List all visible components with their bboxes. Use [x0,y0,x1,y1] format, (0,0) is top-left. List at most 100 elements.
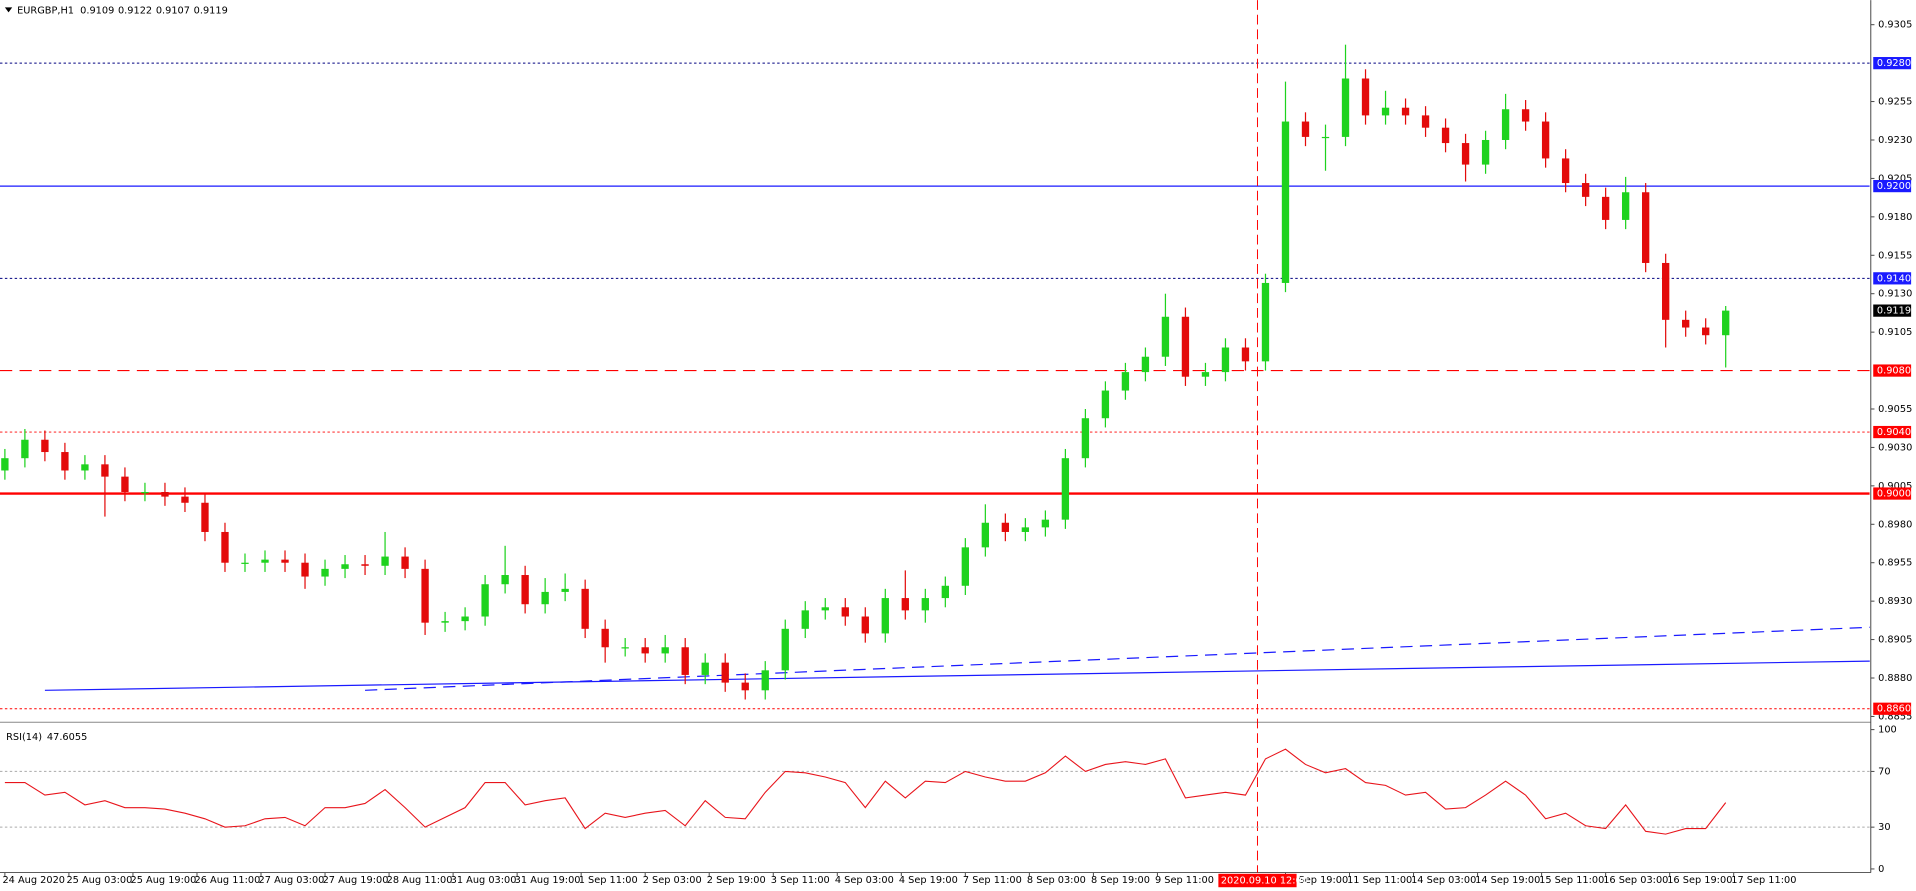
y-tick-label: 0.9155 [1878,250,1912,261]
candle-body [1,458,9,471]
candle-body [521,575,529,605]
x-tick-label: 28 Aug 11:00 [387,875,453,886]
x-tick-label: 8 Sep 03:00 [1027,875,1086,886]
x-tick-label: 17 Sep 11:00 [1731,875,1796,886]
trend-line [365,626,1870,691]
candle-body [201,502,209,532]
rsi-line [4,748,1727,835]
candle-body [901,598,909,611]
y-tick-label: 0.8855 [1878,711,1912,722]
y-tick-label: 0.9005 [1878,481,1912,492]
x-tick-label: 27 Aug 03:00 [259,875,325,886]
candle-body [481,584,489,617]
y-tick-label: 0.9030 [1878,442,1912,453]
price-label-box [1873,304,1912,317]
level-label: 0.9280 [1877,58,1911,69]
candle-body [601,628,609,648]
y-tick-label: 0.9105 [1878,327,1912,338]
candle-body [1141,356,1150,373]
candle-body [841,607,849,617]
y-tick-label: 100 [1878,725,1897,736]
x-tick-label: 7 Sep 11:00 [963,875,1022,886]
candle-body [1081,418,1090,459]
candle-body [1521,109,1530,122]
y-tick-label: 0.9055 [1878,404,1912,415]
candle-body [801,610,809,629]
trend-line [44,660,1870,691]
candle-body [1301,121,1310,137]
cursor-label: 2020.09.10 12:00 [1221,876,1308,887]
candle-body [1021,527,1030,532]
level-label-box [1873,487,1912,500]
x-tick-label: 24 Aug 2020 [2,875,65,886]
x-tick-label: 31 Aug 03:00 [451,875,517,886]
x-tick-label: 4 Sep 03:00 [835,875,894,886]
candle-body [241,562,249,564]
candle-body [821,607,829,611]
candle-body [1662,262,1670,320]
candle-body [161,492,169,497]
price-label: 0.9119 [1877,306,1911,317]
y-tick-label: 0.8880 [1878,673,1912,684]
level-label: 0.9000 [1877,489,1911,500]
candle-body [321,568,329,577]
y-tick-label: 0.8955 [1878,558,1912,569]
x-tick-label: 1 Sep 11:00 [579,875,638,886]
candle-body [301,562,309,577]
candle-body [1281,121,1290,283]
candle-body [101,464,109,477]
x-tick-label: 2 Sep 03:00 [643,875,702,886]
y-tick-label: 0.9180 [1878,212,1912,223]
y-tick-label: 30 [1878,822,1890,833]
candle-body [961,547,970,586]
x-tick-label: 9 Sep 11:00 [1155,875,1214,886]
level-label-box [1873,272,1912,285]
candle-body [1061,458,1070,520]
candle-body [1481,139,1490,165]
y-tick-label: 0.9255 [1878,97,1912,108]
y-tick-label: 0.8980 [1878,519,1912,530]
candle-body [81,464,89,471]
candle-body [1561,158,1570,184]
candle-body [1101,390,1110,419]
level-label: 0.9140 [1877,273,1911,284]
y-tick-label: 0.8905 [1878,635,1912,646]
level-label-box [1873,425,1912,439]
candle-body [381,556,389,566]
candle-body [1702,327,1710,336]
candle-body [761,670,769,691]
candle-body [1261,282,1270,362]
candle-body [221,531,229,563]
candle-body [921,598,929,611]
x-tick-label: 14 Sep 19:00 [1475,875,1540,886]
candle-body [21,439,29,459]
candle-body [861,616,869,634]
candle-body [1241,347,1250,362]
candle-body [741,682,749,691]
candle-body [1201,372,1210,377]
candle-body [1361,78,1370,116]
candle-body [421,568,429,623]
level-label-box [1873,364,1912,377]
candle-body [781,628,789,671]
header-high: 0.9122 [118,5,152,16]
x-tick-label: 8 Sep 19:00 [1091,875,1150,886]
candle-body [461,616,469,622]
x-tick-label: 10 Sep 19:00 [1283,875,1348,886]
candle-body [1221,347,1230,373]
level-label: 0.9040 [1877,427,1911,438]
candle-body [1581,183,1590,197]
x-tick-label: 31 Aug 19:00 [515,875,581,886]
header-low: 0.9107 [156,5,190,16]
candle-body [1541,121,1550,159]
candle-body [1461,143,1470,165]
x-tick-label: 16 Sep 19:00 [1667,875,1732,886]
candle-body [1441,127,1450,144]
candle-body [661,647,669,654]
x-tick-label: 3 Sep 11:00 [771,875,830,886]
candle-body [121,476,129,493]
x-tick-label: 15 Sep 11:00 [1539,875,1604,886]
candle-body [1621,192,1630,220]
